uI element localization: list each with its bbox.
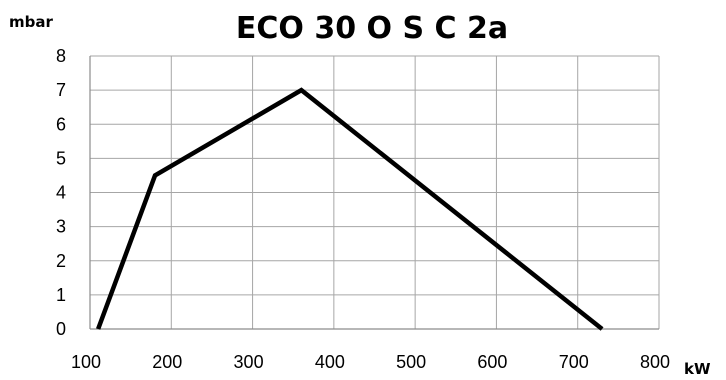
y-tick-label: 1 (56, 285, 66, 305)
y-tick-label: 3 (56, 217, 66, 237)
y-axis-unit-label: mbar (9, 13, 53, 31)
x-tick-label: 700 (559, 352, 589, 372)
y-tick-label: 5 (56, 148, 66, 168)
x-tick-label: 200 (152, 352, 182, 372)
y-tick-label: 6 (56, 114, 66, 134)
series-line (96, 87, 604, 331)
y-tick-label: 0 (56, 319, 66, 339)
x-axis-unit-label: kW (684, 360, 711, 378)
x-tick-label: 300 (234, 352, 264, 372)
y-tick-label: 2 (56, 251, 66, 271)
x-tick-label: 800 (640, 352, 670, 372)
series-layer (96, 87, 604, 331)
y-tick-label: 4 (56, 183, 66, 203)
x-tick-label: 500 (396, 352, 426, 372)
x-tick-label: 100 (71, 352, 101, 372)
tick-labels: 100 200 300 400 500 600 700 800 0 1 2 3 4 5 6 7 8 (56, 46, 670, 372)
grid (89, 55, 660, 330)
x-tick-label: 400 (315, 352, 345, 372)
y-tick-label: 7 (56, 80, 66, 100)
y-tick-label: 8 (56, 46, 66, 66)
x-tick-label: 600 (477, 352, 507, 372)
chart-title: ECO 30 O S C 2a (236, 11, 508, 46)
